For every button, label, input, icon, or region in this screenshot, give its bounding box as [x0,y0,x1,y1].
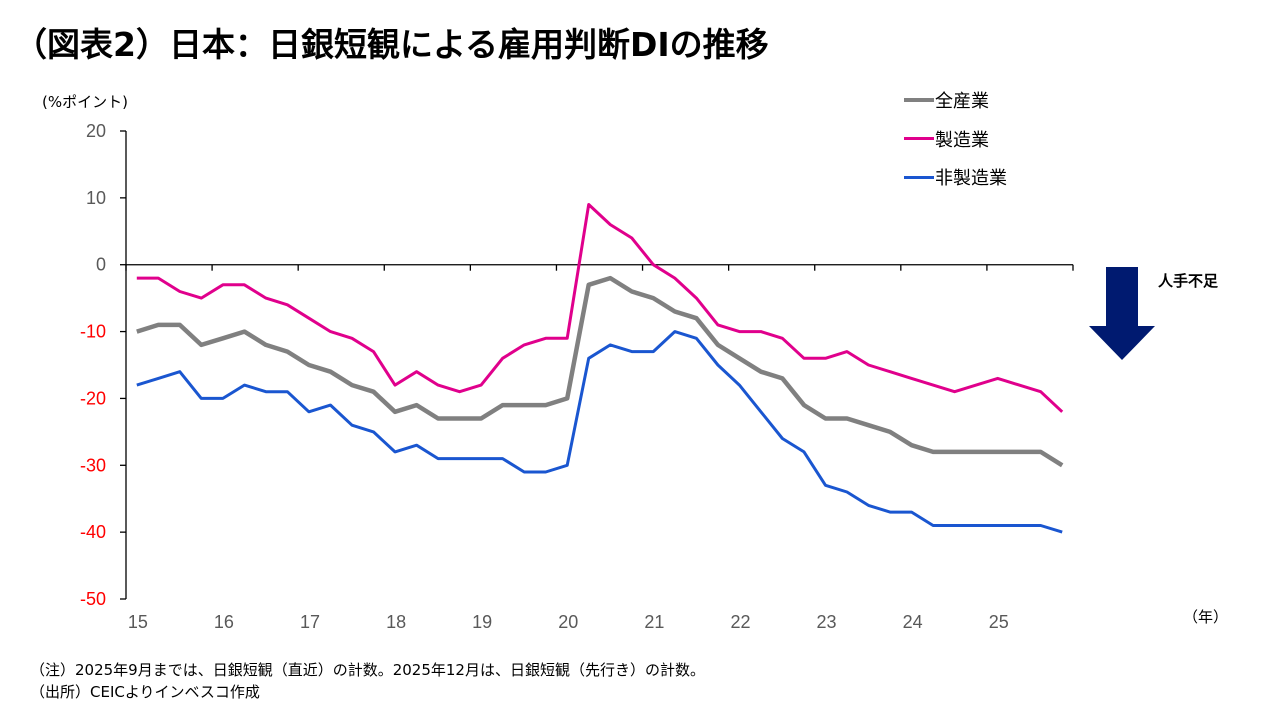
y-tick-label: 10 [86,188,106,208]
x-axis: 15 16 17 18 19 20 21 22 23 24 25 [125,264,1074,632]
x-tick-label: 20 [558,612,578,632]
legend-label-non-manufacturing: 非製造業 [935,168,1007,189]
x-tick-label: 22 [730,612,750,632]
down-arrow-icon [1089,267,1155,360]
y-axis: 20 10 0 -10 -20 -30 -40 -50 [80,121,127,609]
x-tick-label: 21 [644,612,664,632]
x-axis-unit-label: （年） [1183,608,1229,626]
y-tick-label: -50 [80,589,106,609]
chart-title: （図表2）日本：日銀短観による雇用判断DIの推移 [14,25,769,64]
legend-label-all-industries: 全産業 [935,91,989,112]
y-tick-label: -20 [80,388,106,408]
series-line-all-industries [136,275,1064,468]
legend-item-all-industries: 全産業 [904,88,1007,112]
legend-swatch-non-manufacturing [904,175,934,179]
x-tick-label: 23 [817,612,837,632]
x-tick-label: 16 [214,612,234,632]
x-tick-label: 15 [128,612,148,632]
series-line-non-manufacturing [136,330,1063,534]
x-tick-label: 17 [300,612,320,632]
x-tick-label: 18 [386,612,406,632]
y-tick-label: -30 [80,455,106,475]
legend-item-manufacturing: 製造業 [904,127,1007,151]
legend-item-non-manufacturing: 非製造業 [904,165,1007,189]
labor-shortage-label: 人手不足 [1158,272,1219,290]
y-tick-label: -40 [80,522,106,542]
x-tick-label: 19 [472,612,492,632]
series-line-manufacturing [136,203,1064,413]
series-layer [136,203,1064,534]
note-text: （注）2025年9月までは、日銀短観（直近）の計数。2025年12月は、日銀短観… [30,661,705,679]
x-tick-label: 24 [903,612,923,632]
legend: 全産業 製造業 非製造業 [904,88,1007,204]
legend-swatch-manufacturing [904,137,934,140]
x-tick-label: 25 [989,612,1009,632]
footnotes: （注）2025年9月までは、日銀短観（直近）の計数。2025年12月は、日銀短観… [30,659,705,703]
source-text: （出所）CEICよりインベスコ作成 [30,683,260,701]
y-tick-label: -10 [80,322,106,342]
y-axis-unit-label: (%ポイント) [42,93,128,111]
legend-swatch-all-industries [904,98,934,102]
legend-label-manufacturing: 製造業 [935,129,989,151]
y-tick-label: 0 [96,255,106,275]
y-tick-label: 20 [86,121,106,141]
